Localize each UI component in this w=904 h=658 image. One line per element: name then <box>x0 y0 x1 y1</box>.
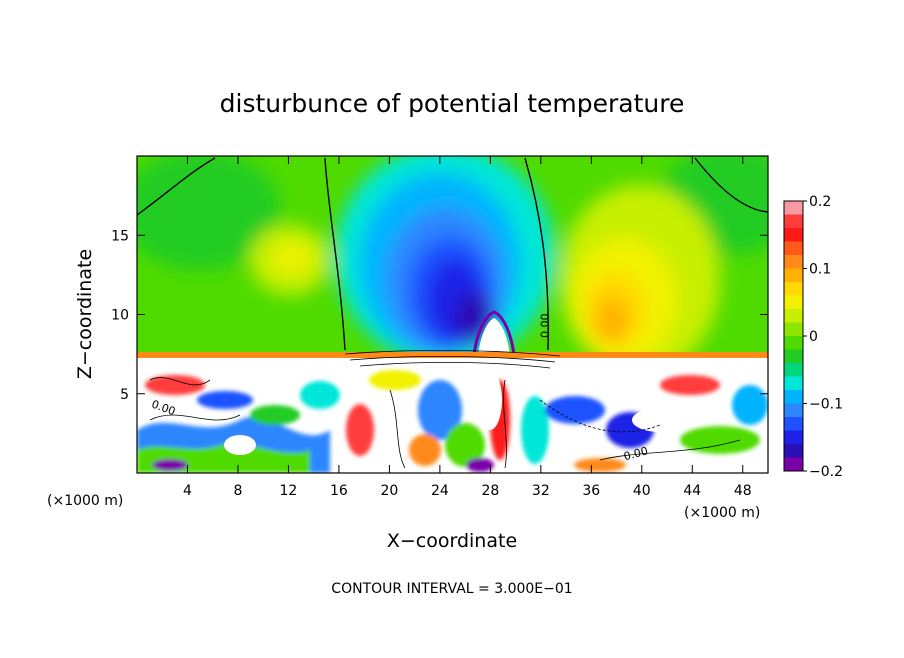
colorbar-tick-label: −0.2 <box>809 464 843 480</box>
lower-green-eddy-3 <box>680 426 760 454</box>
colorbar: 0.2 0.1 0 −0.1 −0.2 <box>783 194 843 480</box>
lower-purple-eddy-1 <box>466 458 494 472</box>
inversion-contour-3 <box>359 361 551 369</box>
x-tick-label: 8 <box>233 483 242 499</box>
colorbar-segment <box>784 349 803 364</box>
lower-contour-6 <box>599 439 741 461</box>
lower-white-patch-4 <box>224 435 256 455</box>
inversion-contour-2 <box>349 355 556 363</box>
colorbar-segment <box>784 336 803 350</box>
warm-bubble <box>478 318 510 356</box>
lower-blue-eddy-2 <box>418 380 462 440</box>
x-tick-label: 4 <box>183 483 192 499</box>
x-unit-left: (×1000 m) <box>47 493 123 509</box>
colorbar-segment <box>784 430 803 445</box>
lower-cyan-eddy-2 <box>521 396 549 464</box>
colorbar-tick-label: 0 <box>809 329 818 345</box>
lower-red-eddy-4 <box>660 375 720 395</box>
lower-cyan-eddy-1 <box>300 381 340 409</box>
lower-contour-1 <box>149 377 211 386</box>
upper-left-green-band <box>137 156 280 270</box>
colorbar-segment <box>784 376 803 391</box>
y-tick-label: 15 <box>111 228 129 244</box>
colorbar-segment <box>784 201 803 215</box>
lower-white-patch-3 <box>632 408 688 432</box>
lower-red-eddy-2 <box>346 404 374 456</box>
footer-contour-interval: CONTOUR INTERVAL = 3.000E−01 <box>331 581 572 597</box>
colorbar-segment <box>784 214 803 229</box>
colorbar-segment <box>784 444 803 458</box>
colorbar-tick-label: 0.2 <box>809 194 831 210</box>
colorbar-segment <box>784 309 803 323</box>
x-tick-label: 16 <box>330 483 348 499</box>
colorbar-segment <box>784 268 803 283</box>
colorbar-segment <box>784 282 803 296</box>
x-axis-label: X−coordinate <box>387 530 517 552</box>
y-axis-label: Z−coordinate <box>74 249 96 379</box>
lower-orange-eddy-2 <box>574 458 626 472</box>
lower-white-patch-2 <box>478 370 502 430</box>
x-tick-label: 12 <box>280 483 298 499</box>
contour-field <box>137 156 768 473</box>
contour-label: 0.00 <box>622 444 649 463</box>
colorbar-segment <box>784 228 803 242</box>
lower-white-patch-1 <box>386 398 414 442</box>
x-tick-label: 32 <box>532 483 550 499</box>
upper-right-orange-center <box>596 298 628 342</box>
colorbar-segment <box>784 255 803 269</box>
lower-red-eddy-1 <box>145 375 205 395</box>
x-tick-label: 44 <box>683 483 701 499</box>
lower-green-eddy-2 <box>445 423 485 467</box>
colorbar-segment <box>784 295 803 310</box>
inversion-layer <box>137 352 768 358</box>
x-axis: 4 8 12 16 20 24 28 32 36 40 44 48 <box>183 156 752 499</box>
colorbar-tick-label: −0.1 <box>809 397 843 413</box>
colorbar-segment <box>784 322 803 337</box>
y-tick-label: 5 <box>120 387 129 403</box>
contour-label: 0.00 <box>538 313 551 338</box>
x-tick-label: 36 <box>582 483 600 499</box>
warm-bubble-rim <box>472 310 516 357</box>
zero-contour-left <box>137 157 216 216</box>
lower-yellow-eddy-1 <box>369 370 421 390</box>
chart-title: disturbunce of potential temperature <box>220 89 685 118</box>
colorbar-segment <box>784 390 803 404</box>
lower-contour-3 <box>389 389 406 469</box>
colorbar-segment <box>784 241 803 256</box>
zero-contour-right <box>694 157 768 213</box>
x-tick-label: 28 <box>481 483 499 499</box>
x-tick-label: 48 <box>734 483 752 499</box>
lower-purple-eddy-2 <box>152 459 188 471</box>
inversion-contour-1 <box>344 349 561 357</box>
x-tick-label: 20 <box>380 483 398 499</box>
lower-contour-4 <box>503 379 507 469</box>
lower-blue-eddy-1 <box>197 391 253 409</box>
lower-contour-2 <box>149 414 241 421</box>
colorbar-segment <box>784 403 803 418</box>
lower-cyan-eddy-3 <box>732 385 768 425</box>
zero-contour-east <box>524 157 549 351</box>
x-tick-label: 24 <box>431 483 449 499</box>
colorbar-tick-label: 0.1 <box>809 262 831 278</box>
x-unit-right: (×1000 m) <box>684 505 760 521</box>
x-tick-label: 40 <box>633 483 651 499</box>
colorbar-segment <box>784 457 803 472</box>
upper-left-yellow-core <box>274 244 310 272</box>
lower-contour-5 <box>539 399 661 433</box>
lower-blue-eddy-3 <box>545 396 605 424</box>
colorbar-segment <box>784 363 803 377</box>
contour-lines <box>137 157 768 469</box>
lower-green-eddy-1 <box>250 405 300 425</box>
y-tick-label: 10 <box>111 308 129 324</box>
lower-orange-eddy-1 <box>409 434 441 466</box>
colorbar-segment <box>784 417 803 431</box>
zero-contour-west <box>324 157 346 351</box>
y-axis: 5 10 15 <box>111 228 768 403</box>
